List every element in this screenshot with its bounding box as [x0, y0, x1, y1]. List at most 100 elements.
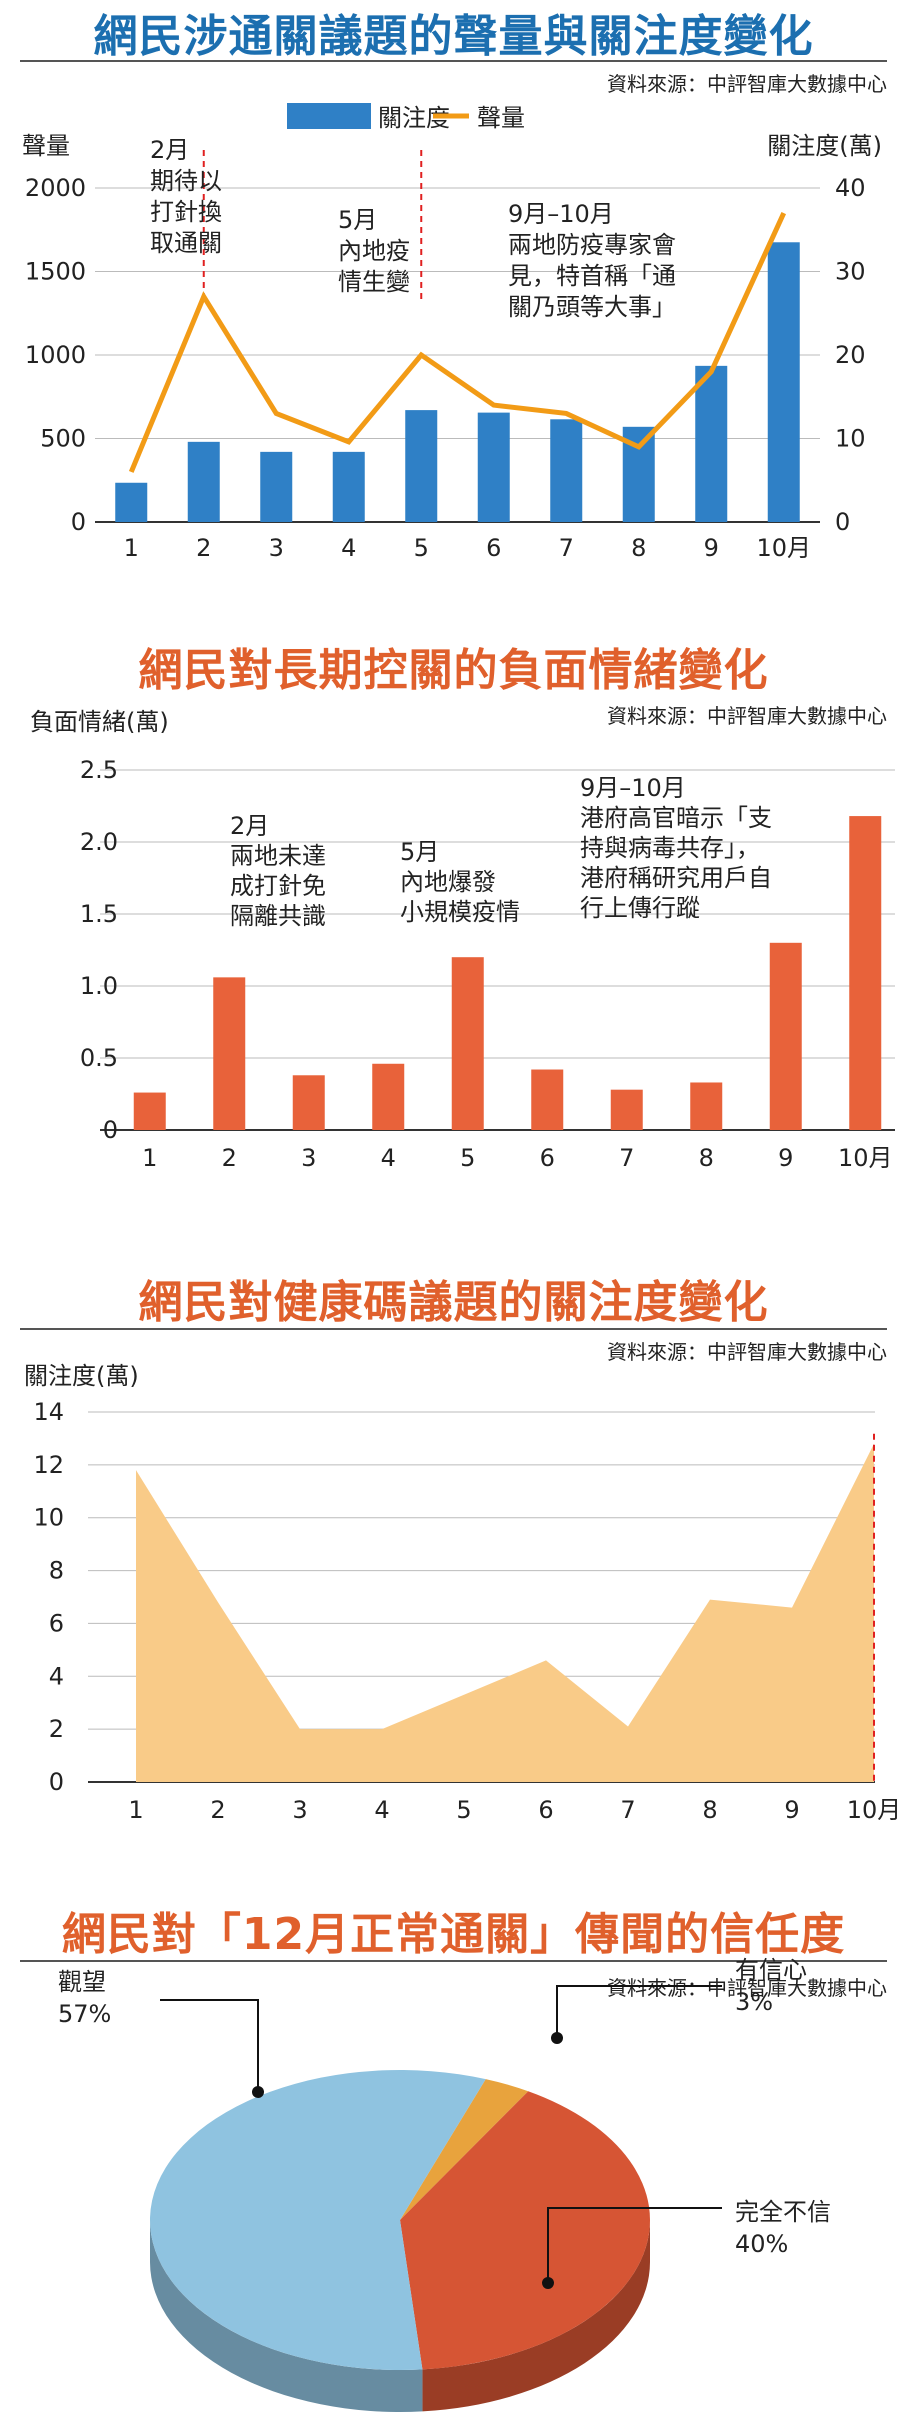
pie-percent: 57%	[58, 2000, 111, 2028]
annotation-text: 港府稱研究用戶自	[580, 864, 772, 892]
y-right-tick-label: 20	[835, 341, 866, 369]
annotation-text: 隔離共識	[230, 902, 326, 930]
chart-4-source: 資料來源：中評智庫大數據中心	[607, 1976, 887, 2000]
bar-negative-sentiment	[769, 942, 802, 1130]
annotation-text: 行上傳行蹤	[580, 894, 700, 922]
y-tick-label: 10	[33, 1504, 64, 1532]
x-tick-label: 10月	[756, 534, 811, 560]
x-tick-label: 8	[699, 1144, 714, 1172]
legend-label-volume: 聲量	[477, 104, 525, 132]
annotation-text: 持與病毒共存」，	[580, 834, 760, 862]
annotation-text: 情生變	[338, 268, 410, 296]
pie-label: 有信心	[735, 1956, 807, 1984]
y-right-tick-label: 10	[835, 425, 866, 453]
annotation-text: 小規模疫情	[400, 898, 520, 926]
annotation-text: 內地疫	[338, 237, 410, 265]
y-right-tick-label: 30	[835, 258, 866, 286]
annotation-text: 9月–10月	[508, 200, 614, 228]
x-tick-label: 3	[269, 534, 284, 560]
y-right-tick-label: 0	[835, 508, 850, 536]
pie-leader-dot	[542, 2277, 554, 2289]
chart-1-title-rule	[20, 60, 887, 62]
bar-attention	[332, 451, 365, 522]
y-tick-label: 1.5	[80, 900, 118, 928]
x-tick-label: 5	[456, 1796, 471, 1820]
y-tick-label: 1.0	[80, 972, 118, 1000]
annotation-text: 取通關	[150, 229, 222, 257]
annotation-text: 5月	[338, 206, 377, 234]
x-tick-label: 6	[540, 1144, 555, 1172]
bar-attention	[187, 441, 220, 522]
bar-negative-sentiment	[213, 977, 246, 1130]
chart-1-source: 資料來源：中評智庫大數據中心	[607, 72, 887, 96]
pie-leader-dot	[252, 2086, 264, 2098]
y-tick-label: 2	[49, 1715, 64, 1743]
y-left-tick-label: 0	[71, 508, 86, 536]
pie-percent: 3%	[735, 1988, 773, 2016]
line-volume	[128, 212, 787, 473]
bar-attention	[767, 242, 800, 522]
x-tick-label: 9	[784, 1796, 799, 1820]
annotation-text: 5月	[400, 838, 439, 866]
annotation-text: 兩地防疫專家會	[508, 231, 676, 259]
chart-2-source: 資料來源：中評智庫大數據中心	[607, 704, 887, 728]
x-tick-label: 10月	[847, 1796, 902, 1820]
bar-negative-sentiment	[610, 1089, 643, 1130]
legend-swatch-attention	[287, 103, 371, 129]
y-tick-label: 0	[103, 1116, 118, 1144]
bar-negative-sentiment	[292, 1075, 325, 1130]
y-tick-label: 0	[49, 1768, 64, 1796]
annotation-text: 2月	[230, 812, 269, 840]
y-tick-label: 14	[33, 1398, 64, 1426]
x-tick-label: 8	[702, 1796, 717, 1820]
annotation-text: 關乃頭等大事」	[508, 293, 676, 321]
x-tick-label: 4	[381, 1144, 396, 1172]
pie-leader-dot	[551, 2032, 563, 2044]
chart-4-title: 網民對「12月正常通關」傳聞的信任度	[61, 1909, 846, 1960]
annotation-text: 內地爆發	[400, 868, 496, 896]
x-tick-label: 6	[538, 1796, 553, 1820]
pie-side-wall	[422, 2220, 650, 2412]
pie-leader-line	[556, 1985, 722, 2038]
bar-negative-sentiment	[372, 1063, 405, 1130]
annotation-text: 港府高官暗示「支	[580, 804, 772, 832]
bar-attention	[477, 412, 510, 522]
x-tick-label: 9	[778, 1144, 793, 1172]
chart-3-title: 網民對健康碼議題的關注度變化	[138, 1277, 769, 1328]
annotation-text: 9月–10月	[580, 774, 686, 802]
x-tick-label: 2	[210, 1796, 225, 1820]
y-tick-label: 6	[49, 1609, 64, 1637]
x-tick-label: 9	[704, 534, 719, 560]
y-left-tick-label: 1000	[25, 341, 86, 369]
y-right-tick-label: 40	[835, 174, 866, 202]
y-right-axis-title: 關注度(萬)	[767, 132, 882, 160]
x-tick-label: 7	[620, 1796, 635, 1820]
x-tick-label: 3	[292, 1796, 307, 1820]
annotation-text: 2月	[150, 136, 189, 164]
x-tick-label: 2	[222, 1144, 237, 1172]
y-axis-title: 負面情緒(萬)	[30, 708, 169, 736]
x-tick-label: 4	[341, 534, 356, 560]
pie-slice-2	[400, 2091, 651, 2370]
bar-attention	[405, 410, 438, 522]
y-tick-label: 8	[49, 1557, 64, 1585]
bar-negative-sentiment	[133, 1092, 166, 1130]
x-tick-label: 5	[460, 1144, 475, 1172]
pie-label: 完全不信	[735, 2198, 831, 2226]
chart-4-title-rule	[20, 1960, 887, 1962]
bar-negative-sentiment	[849, 816, 882, 1130]
y-tick-label: 2.5	[80, 756, 118, 784]
x-tick-label: 6	[486, 534, 501, 560]
chart-3-source: 資料來源：中評智庫大數據中心	[607, 1340, 887, 1364]
annotation-text: 見，特首稱「通	[508, 262, 676, 290]
bar-negative-sentiment	[531, 1069, 564, 1130]
bar-attention	[695, 365, 728, 522]
y-tick-label: 4	[49, 1662, 64, 1690]
pie-slice-0	[150, 2070, 486, 2370]
y-left-tick-label: 2000	[25, 174, 86, 202]
pie-label: 觀望	[58, 1968, 106, 1996]
y-left-axis-title: 聲量	[22, 132, 70, 160]
chart-4-section: 網民對「12月正常通關」傳聞的信任度 資料來源：中評智庫大數據中心 觀望 57% 有…	[0, 1860, 907, 2430]
annotation-text: 成打針免	[230, 872, 326, 900]
